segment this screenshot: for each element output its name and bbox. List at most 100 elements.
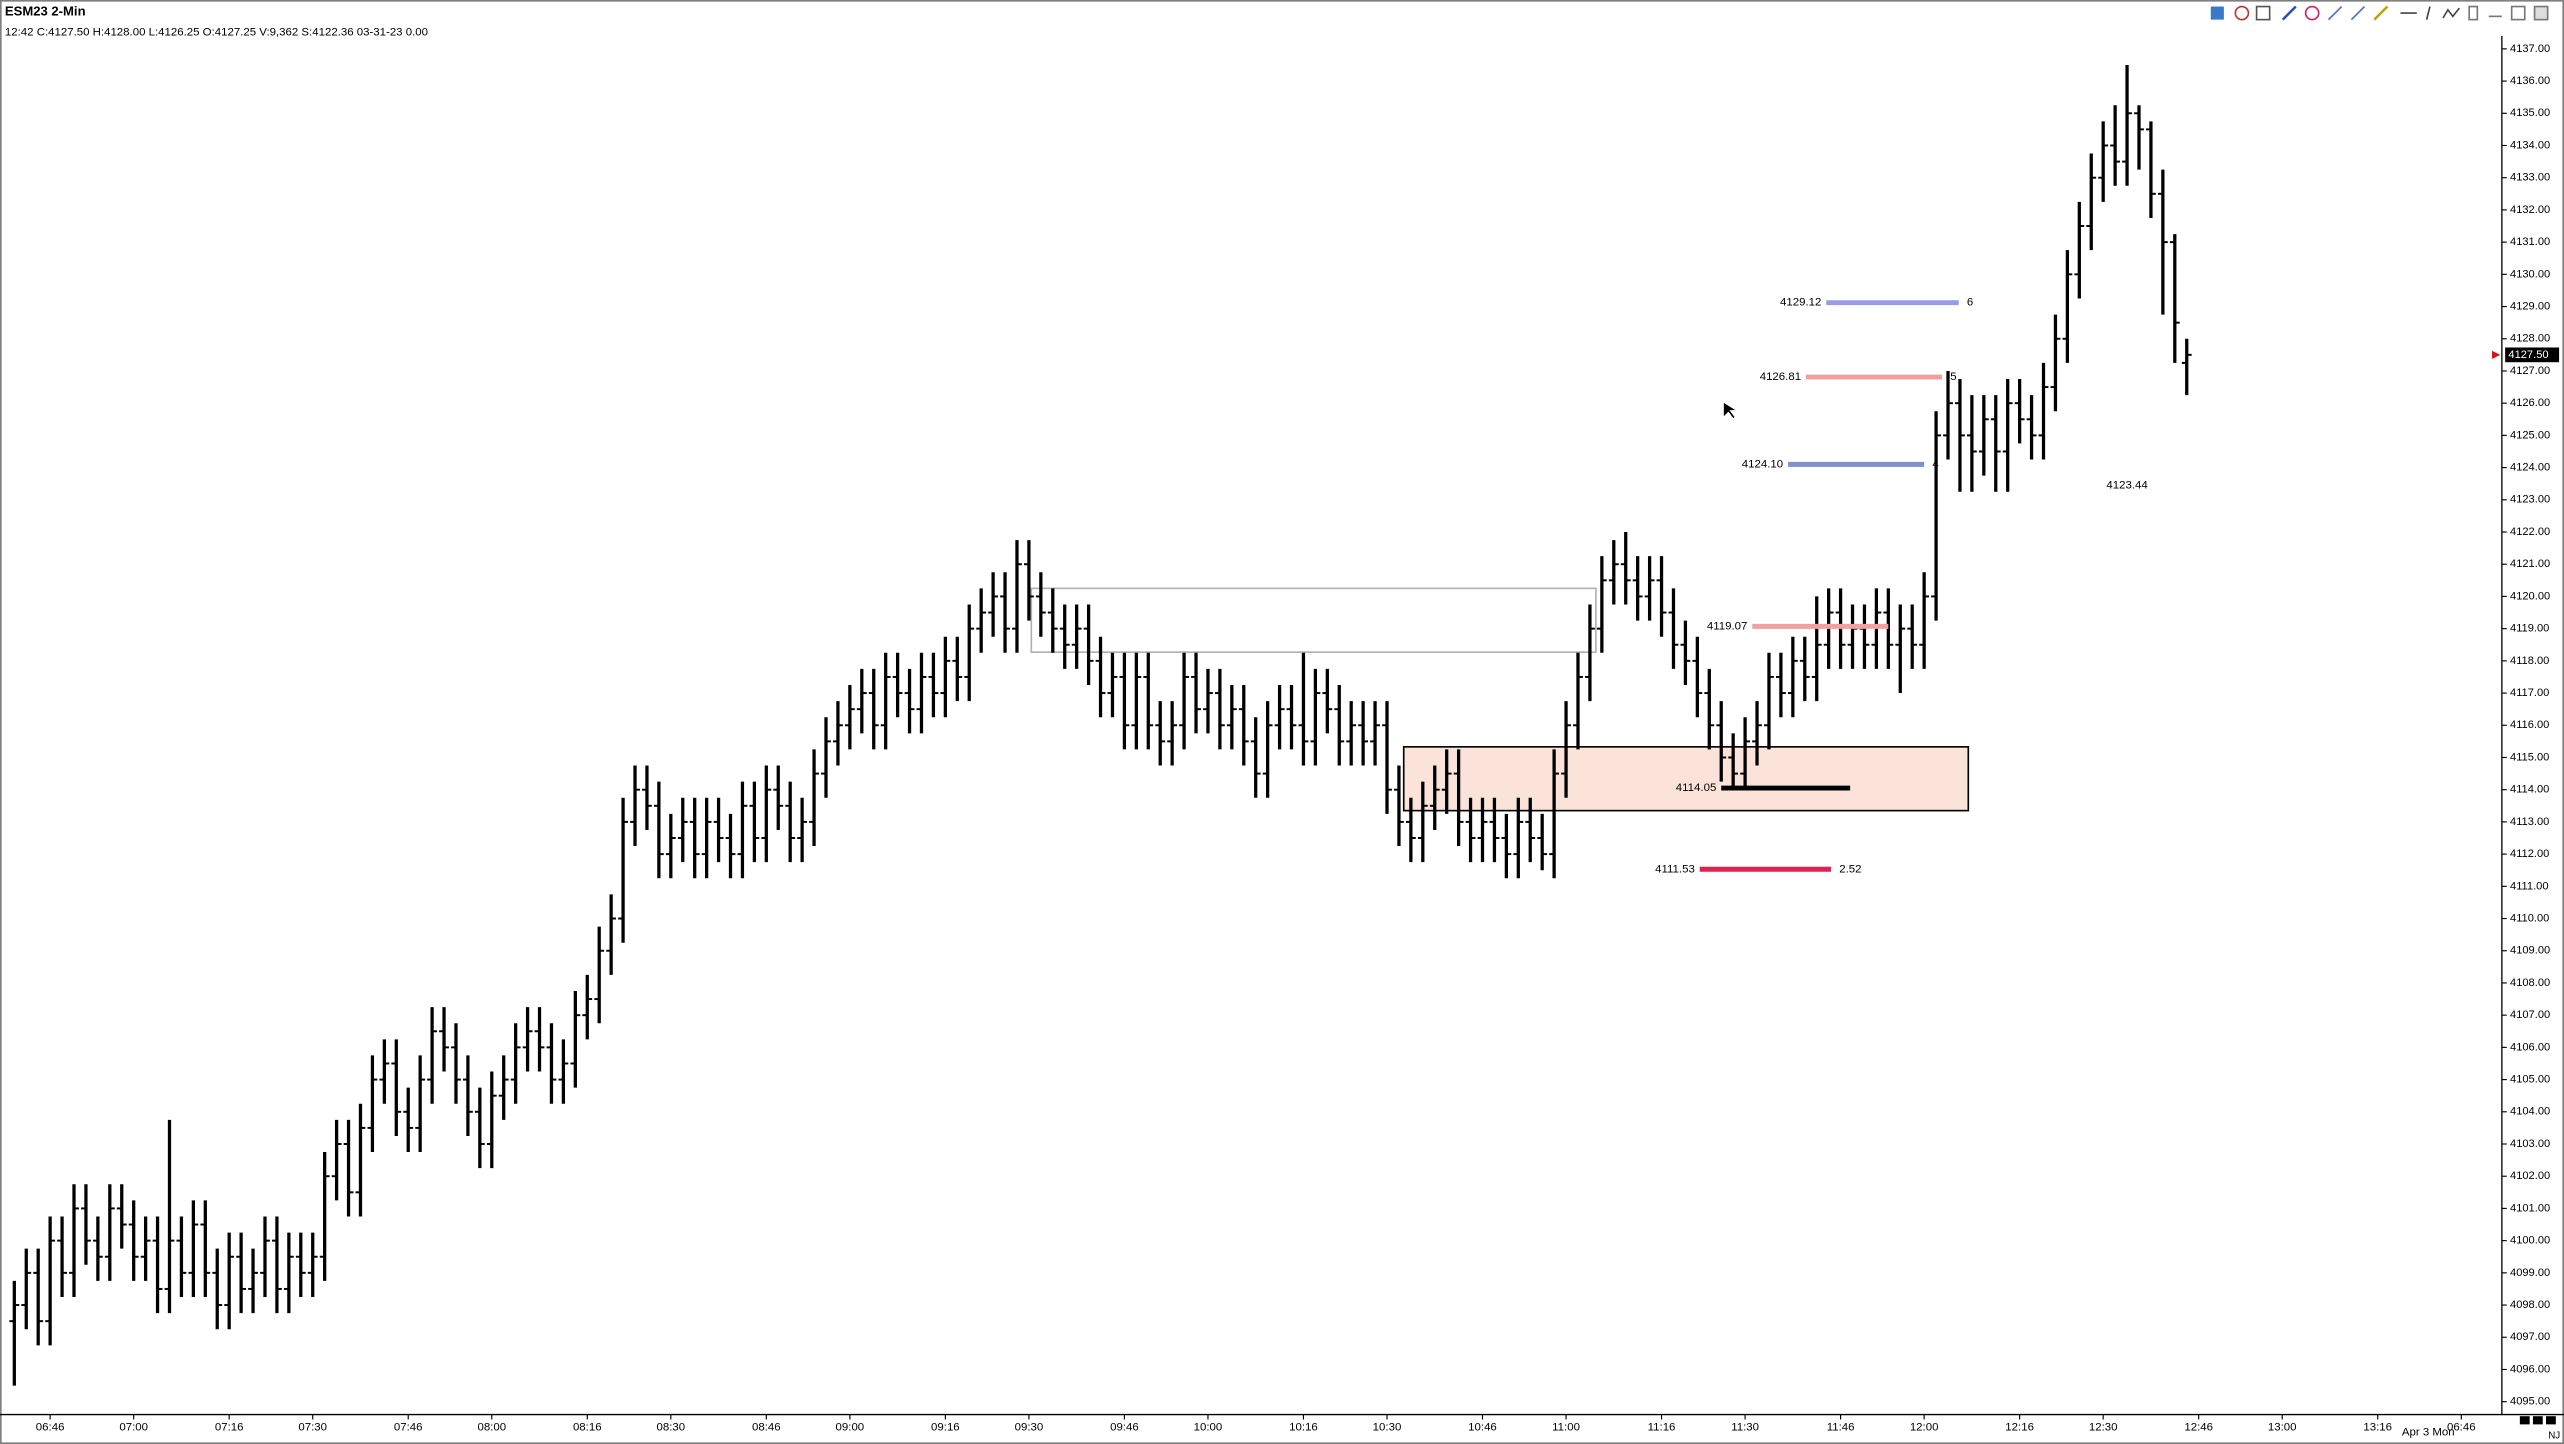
x-tick-label: 06:46 bbox=[36, 1422, 65, 1434]
x-tick-label: 11:00 bbox=[1552, 1422, 1580, 1434]
y-tick-label: 4137.00 bbox=[2510, 43, 2550, 55]
scroll-button[interactable] bbox=[2546, 1416, 2556, 1425]
tool-icon[interactable] bbox=[2468, 5, 2479, 21]
zone-box bbox=[1030, 587, 1597, 653]
y-tick-label: 4101.00 bbox=[2510, 1202, 2550, 1214]
price-level-label: 4124.10 bbox=[1742, 458, 1783, 470]
y-tick-label: 4122.00 bbox=[2510, 526, 2550, 538]
y-tick-label: 4102.00 bbox=[2510, 1170, 2550, 1182]
scroll-buttons bbox=[2519, 1416, 2556, 1425]
y-tick-label: 4127.00 bbox=[2510, 365, 2550, 377]
x-tick-label: 12:16 bbox=[2005, 1422, 2034, 1434]
x-tick-label: 07:46 bbox=[394, 1422, 423, 1434]
price-level-label: 4129.12 bbox=[1780, 297, 1821, 309]
y-tick-label: 4098.00 bbox=[2510, 1299, 2550, 1311]
y-tick-label: 4133.00 bbox=[2510, 172, 2550, 184]
x-tick-label: 10:46 bbox=[1468, 1422, 1497, 1434]
price-level-label: 4126.81 bbox=[1760, 371, 1801, 383]
x-tick-label: 07:30 bbox=[298, 1422, 327, 1434]
y-tick-label: 4125.00 bbox=[2510, 429, 2550, 441]
x-tick-label: 11:16 bbox=[1648, 1422, 1676, 1434]
x-tick-label: 11:46 bbox=[1827, 1422, 1855, 1434]
y-tick-label: 4132.00 bbox=[2510, 204, 2550, 216]
tool-icon[interactable] bbox=[2304, 5, 2320, 21]
y-tick-label: 4124.00 bbox=[2510, 462, 2550, 474]
y-tick-label: 4130.00 bbox=[2510, 268, 2550, 280]
price-level-label: 4119.07 bbox=[1707, 620, 1747, 632]
y-tick-label: 4104.00 bbox=[2510, 1106, 2550, 1118]
price-level-label: 4114.05 bbox=[1676, 782, 1716, 794]
x-tick-label: 08:16 bbox=[573, 1422, 602, 1434]
y-tick-label: 4128.00 bbox=[2510, 333, 2550, 345]
y-tick-label: 4095.00 bbox=[2510, 1396, 2550, 1408]
x-tick-label: 12:30 bbox=[2089, 1422, 2118, 1434]
y-tick-label: 4096.00 bbox=[2510, 1363, 2550, 1375]
x-tick-label: 10:30 bbox=[1373, 1422, 1402, 1434]
y-tick-label: 4123.00 bbox=[2510, 494, 2550, 506]
y-tick-label: 4126.00 bbox=[2510, 397, 2550, 409]
y-tick-label: 4110.00 bbox=[2510, 912, 2549, 924]
chart-title: ESM23 2-Min bbox=[5, 4, 86, 19]
x-tick-label: 08:46 bbox=[752, 1422, 781, 1434]
price-level-label: 4111.53 bbox=[1655, 863, 1695, 875]
y-tick-label: 4100.00 bbox=[2510, 1235, 2550, 1247]
y-tick-label: 4107.00 bbox=[2510, 1009, 2550, 1021]
x-tick-label: 10:00 bbox=[1194, 1422, 1223, 1434]
x-tick-label: 08:30 bbox=[657, 1422, 686, 1434]
x-tick-label: 12:00 bbox=[1910, 1422, 1939, 1434]
y-tick-label: 4115.00 bbox=[2510, 751, 2549, 763]
y-tick-label: 4103.00 bbox=[2510, 1138, 2550, 1150]
annotation: 4123.44 bbox=[2106, 480, 2148, 492]
tool-icon[interactable] bbox=[2373, 5, 2389, 21]
x-tick-label: 06:46 bbox=[2447, 1422, 2476, 1434]
chart-info: 12:42 C:4127.50 H:4128.00 L:4126.25 O:41… bbox=[5, 27, 428, 39]
x-tick-label: 07:00 bbox=[119, 1422, 148, 1434]
x-tick-label: 12:46 bbox=[2184, 1422, 2213, 1434]
y-tick-label: 4118.00 bbox=[2510, 655, 2549, 667]
x-tick-label: 07:16 bbox=[215, 1422, 244, 1434]
y-tick-label: 4134.00 bbox=[2510, 139, 2550, 151]
y-tick-label: 4136.00 bbox=[2510, 75, 2550, 87]
y-tick-label: 4105.00 bbox=[2510, 1074, 2550, 1086]
y-tick-label: 4099.00 bbox=[2510, 1267, 2550, 1279]
y-tick-label: 4117.00 bbox=[2510, 687, 2549, 699]
x-tick-label: 09:00 bbox=[836, 1422, 865, 1434]
y-tick-label: 4120.00 bbox=[2510, 590, 2550, 602]
y-tick-label: 4108.00 bbox=[2510, 977, 2550, 989]
y-tick-label: 4114.00 bbox=[2510, 784, 2549, 796]
tool-icon[interactable] bbox=[2425, 6, 2431, 20]
price-level-end-label: 5 bbox=[1950, 371, 1956, 383]
tool-icon[interactable] bbox=[2350, 5, 2366, 21]
tool-icon[interactable] bbox=[2327, 5, 2343, 21]
last-price-arrow bbox=[2492, 350, 2501, 359]
tool-icon[interactable] bbox=[2255, 5, 2271, 21]
tool-icon[interactable] bbox=[2442, 7, 2460, 19]
y-tick-label: 4106.00 bbox=[2510, 1041, 2550, 1053]
price-level-end-label: 4 bbox=[1932, 458, 1939, 470]
tool-icon[interactable] bbox=[2281, 5, 2297, 21]
x-tick-label: 09:16 bbox=[931, 1422, 960, 1434]
x-tick-label: 13:16 bbox=[2363, 1422, 2392, 1434]
tool-icon[interactable] bbox=[2210, 6, 2224, 20]
toolbar bbox=[2210, 5, 2549, 21]
window-close[interactable] bbox=[2533, 5, 2549, 21]
last-price-box bbox=[2505, 347, 2560, 363]
y-tick-label: 4111.00 bbox=[2510, 880, 2549, 892]
scroll-button[interactable] bbox=[2519, 1416, 2530, 1425]
y-tick-label: 4119.00 bbox=[2510, 623, 2549, 635]
zone-box bbox=[1402, 746, 1970, 812]
x-tick-label: 09:30 bbox=[1015, 1422, 1044, 1434]
x-tick-label: 13:00 bbox=[2268, 1422, 2297, 1434]
tool-icon[interactable] bbox=[2234, 5, 2250, 21]
window-maximize[interactable] bbox=[2510, 5, 2526, 21]
x-tick-label: 11:30 bbox=[1731, 1422, 1759, 1434]
y-tick-label: 4121.00 bbox=[2510, 558, 2550, 570]
date-label: Apr 3 Mon bbox=[2402, 1427, 2455, 1439]
y-tick-label: 4131.00 bbox=[2510, 236, 2550, 248]
y-tick-label: 4135.00 bbox=[2510, 107, 2550, 119]
y-tick-label: 4116.00 bbox=[2510, 719, 2549, 731]
y-tick-label: 4109.00 bbox=[2510, 945, 2550, 957]
scroll-button[interactable] bbox=[2532, 1416, 2543, 1425]
